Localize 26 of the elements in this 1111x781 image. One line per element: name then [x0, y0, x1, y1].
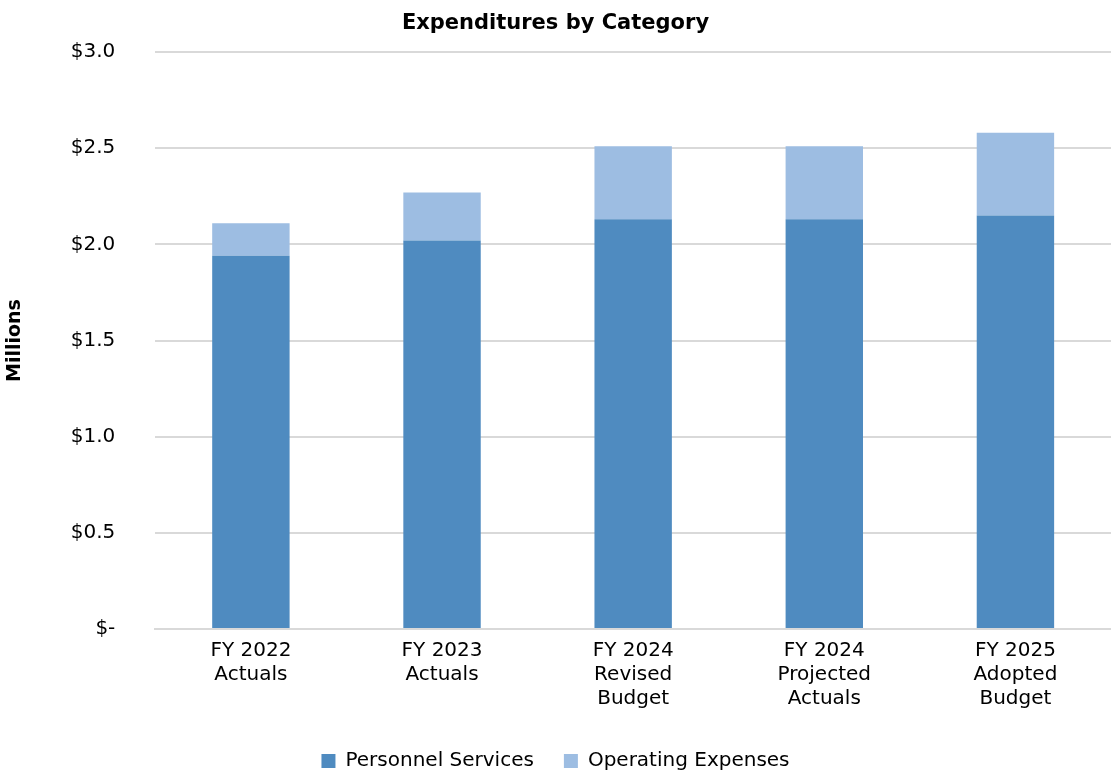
y-tick-label: $2.0 — [70, 230, 116, 255]
y-tick-label: $- — [95, 615, 116, 640]
bar — [976, 132, 1055, 216]
y-axis-title: Millions — [2, 299, 25, 382]
bar — [212, 255, 290, 628]
x-tick-label: FY 2024 Revised Budget — [592, 637, 674, 710]
x-tick-label: FY 2024 Projected Actuals — [777, 637, 872, 710]
x-tick-label: FY 2023 Actuals — [401, 637, 483, 686]
y-tick-label: $1.5 — [70, 326, 116, 351]
bar — [976, 215, 1055, 628]
bar — [212, 223, 290, 256]
bar — [403, 240, 481, 628]
chart-title: Expenditures by Category — [401, 9, 710, 34]
y-tick-label: $2.5 — [70, 134, 116, 159]
bar — [785, 146, 863, 220]
bar — [403, 192, 481, 241]
y-tick-label: $3.0 — [70, 38, 116, 63]
y-tick-label: $1.0 — [70, 422, 116, 447]
y-tick-label: $0.5 — [70, 519, 116, 544]
bar — [594, 219, 672, 628]
bar — [594, 146, 672, 220]
legend-label: Personnel Services — [345, 747, 534, 772]
legend-label: Operating Expenses — [587, 747, 790, 772]
bar — [785, 219, 863, 628]
x-tick-label: FY 2022 Actuals — [210, 637, 292, 686]
x-tick-label: FY 2025 Adopted Budget — [973, 637, 1058, 710]
